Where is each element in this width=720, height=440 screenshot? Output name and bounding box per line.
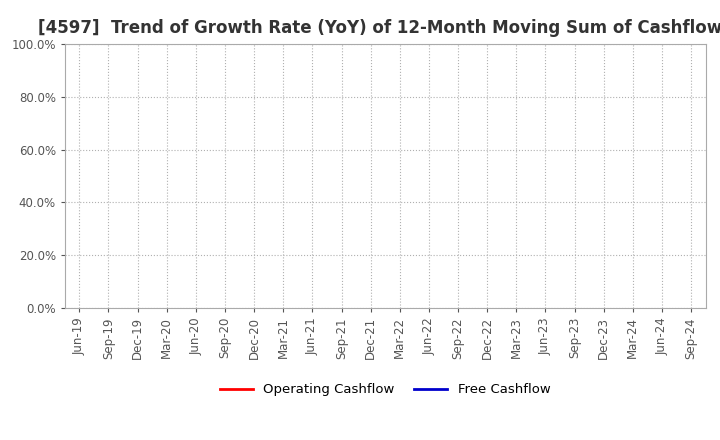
Title: [4597]  Trend of Growth Rate (YoY) of 12-Month Moving Sum of Cashflows: [4597] Trend of Growth Rate (YoY) of 12-… <box>38 19 720 37</box>
Legend: Operating Cashflow, Free Cashflow: Operating Cashflow, Free Cashflow <box>215 378 556 402</box>
